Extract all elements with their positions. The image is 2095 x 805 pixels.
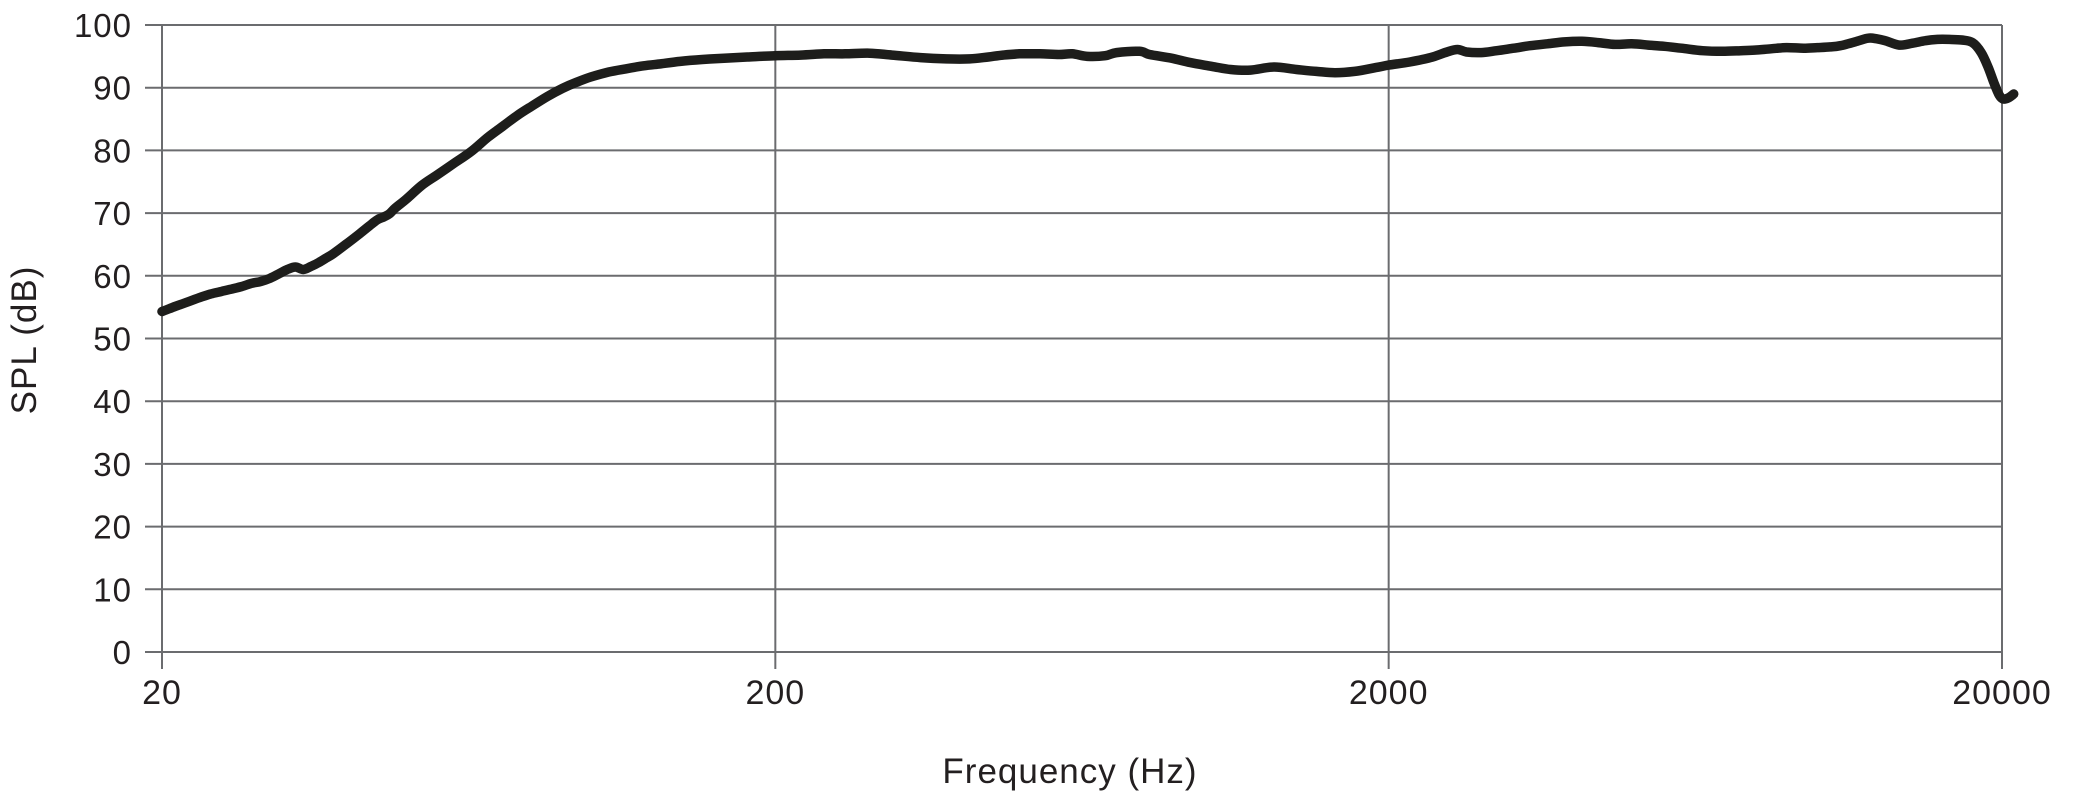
y-tick-label: 30: [93, 446, 132, 483]
y-tick-label: 10: [93, 571, 132, 608]
y-tick-label: 70: [93, 195, 132, 232]
y-tick-label: 0: [113, 634, 132, 671]
y-tick-label: 100: [74, 7, 132, 44]
x-tick-label: 2000: [1349, 674, 1429, 712]
frequency-response-curve: [157, 33, 2019, 317]
y-tick-label: 40: [93, 383, 132, 420]
x-tick-label: 200: [745, 674, 805, 712]
x-axis-title: Frequency (Hz): [942, 752, 1198, 791]
x-tick-label: 20000: [1952, 674, 2052, 712]
y-tick-label: 50: [93, 321, 132, 358]
y-tick-label: 90: [93, 70, 132, 107]
y-tick-label: 60: [93, 258, 132, 295]
y-axis-title: SPL (dB): [5, 265, 44, 415]
x-tick-label: 20: [142, 674, 182, 712]
y-tick-label: 80: [93, 132, 132, 169]
y-tick-label: 20: [93, 509, 132, 546]
